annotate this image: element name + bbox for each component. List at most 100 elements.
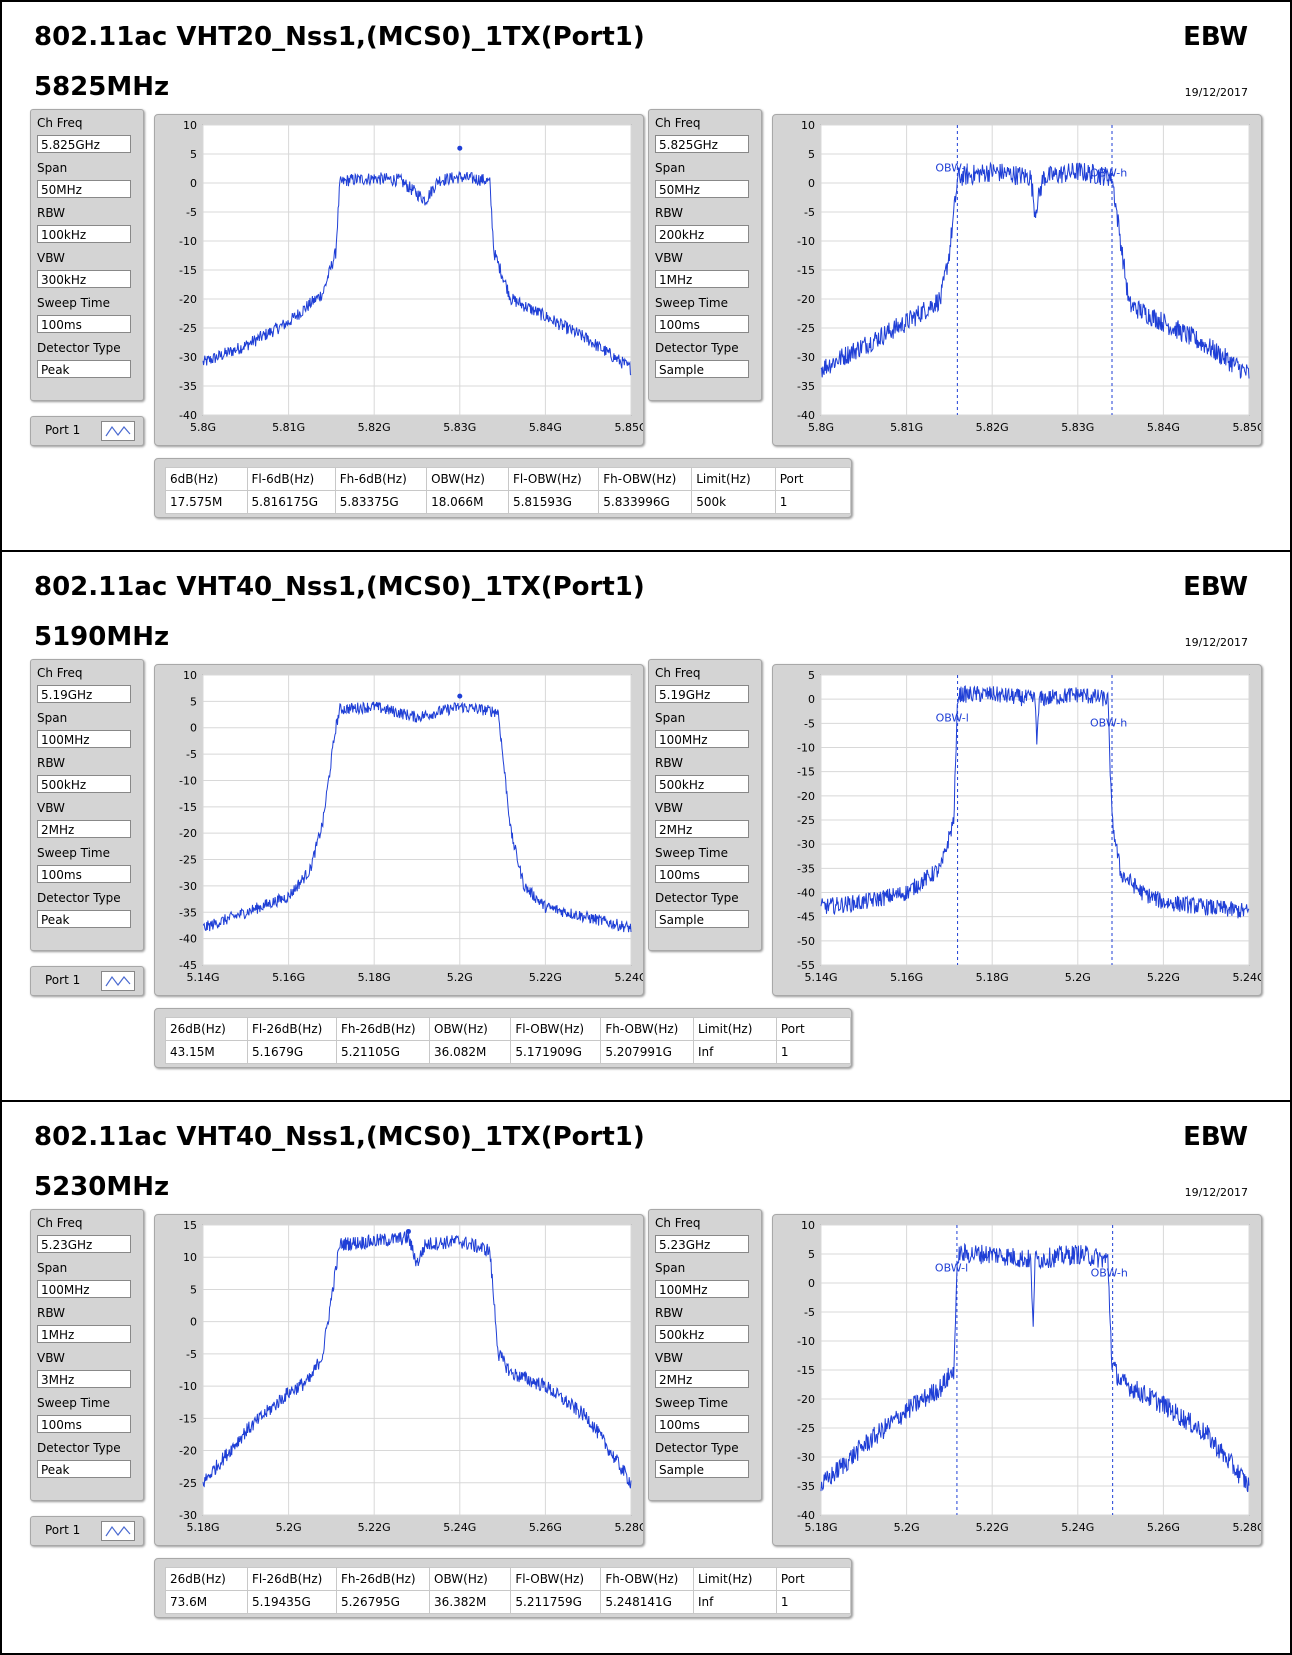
setting-value[interactable]: Sample: [655, 360, 749, 378]
table-cell: Limit(Hz): [692, 1017, 777, 1041]
setting-value[interactable]: 100ms: [655, 865, 749, 883]
setting-value[interactable]: 500kHz: [655, 775, 749, 793]
setting-value[interactable]: 2MHz: [655, 820, 749, 838]
table-cell: 43.15M: [165, 1040, 248, 1064]
setting-value[interactable]: 1MHz: [37, 1325, 131, 1343]
setting-value[interactable]: 100MHz: [37, 1280, 131, 1298]
setting-value[interactable]: 300kHz: [37, 270, 131, 288]
y-tick-label: -20: [797, 1393, 815, 1406]
spectrum-trace: [820, 685, 1250, 919]
setting-value[interactable]: Peak: [37, 1460, 131, 1478]
setting-label: VBW: [37, 251, 65, 265]
port-selector[interactable]: Port 1: [30, 966, 144, 996]
measurement-section: 802.11ac VHT40_Nss1,(MCS0)_1TX(Port1) 523…: [2, 1102, 1290, 1652]
obw-label: OBW-h: [1091, 1266, 1128, 1279]
setting-value[interactable]: 200kHz: [655, 225, 749, 243]
setting-value[interactable]: 5.825GHz: [37, 135, 131, 153]
setting-value[interactable]: 500kHz: [37, 775, 131, 793]
setting-value[interactable]: 100ms: [655, 1415, 749, 1433]
table-cell: 36.082M: [429, 1040, 512, 1064]
table-cell: 73.6M: [165, 1590, 248, 1614]
setting-value[interactable]: 1MHz: [655, 270, 749, 288]
x-tick-label: 5.22G: [529, 971, 562, 984]
x-tick-label: 5.8G: [808, 421, 834, 434]
setting-value[interactable]: 100MHz: [655, 730, 749, 748]
setting-value[interactable]: 100kHz: [37, 225, 131, 243]
plot-area: [202, 1224, 632, 1516]
spectrum-graph: 10 5 0 -5 -10 -15 -20 -25 -30 -35 -40 5.18G 5.2G 5.22…: [772, 1214, 1266, 1546]
setting-value[interactable]: 3MHz: [37, 1370, 131, 1388]
port-selector[interactable]: Port 1: [30, 416, 144, 446]
x-tick-label: 5.2G: [894, 1521, 920, 1534]
setting-value[interactable]: 500kHz: [655, 1325, 749, 1343]
table-cell: Fh-OBW(Hz): [598, 467, 693, 491]
settings-panel: Ch Freq 5.23GHz Span 100MHz RBW 500kHz VBW 2MHz…: [648, 1209, 762, 1501]
spectrum-trace: [202, 170, 632, 376]
section-title: 802.11ac VHT40_Nss1,(MCS0)_1TX(Port1): [34, 572, 645, 602]
y-tick-label: 0: [190, 177, 197, 190]
setting-value[interactable]: Peak: [37, 360, 131, 378]
setting-value[interactable]: 100MHz: [655, 1280, 749, 1298]
y-tick-label: -40: [179, 409, 197, 422]
spectrum-chart: 10 5 0 -5 -10 -15 -20 -25 -30 -35 -405.8G 5.81G 5.82…: [179, 119, 647, 434]
table-cell: 5.816175G: [246, 490, 336, 514]
y-tick-label: -5: [186, 748, 197, 761]
results-table-panel: 6dB(Hz) Fl-6dB(Hz) Fh-6dB(Hz) OBW(Hz) Fl-OBW…: [154, 458, 852, 518]
setting-value[interactable]: 2MHz: [655, 1370, 749, 1388]
x-tick-label: 5.22G: [1147, 971, 1180, 984]
setting-value[interactable]: 5.19GHz: [37, 685, 131, 703]
setting-value[interactable]: 5.23GHz: [37, 1235, 131, 1253]
setting-value[interactable]: 5.825GHz: [655, 135, 749, 153]
setting-label: Detector Type: [655, 891, 739, 905]
table-row: 17.575M 5.816175G 5.83375G 18.066M 5.81593G 5…: [165, 490, 852, 514]
spectrum-trace: [820, 161, 1250, 379]
setting-value[interactable]: 5.19GHz: [655, 685, 749, 703]
y-tick-label: -40: [797, 887, 815, 900]
table-cell: 5.207991G: [600, 1040, 694, 1064]
setting-value[interactable]: 100MHz: [37, 730, 131, 748]
setting-value[interactable]: 100ms: [37, 1415, 131, 1433]
y-tick-label: -20: [179, 293, 197, 306]
table-cell: OBW(Hz): [429, 1017, 512, 1041]
table-cell: Fl-OBW(Hz): [510, 1567, 602, 1591]
table-cell: Limit(Hz): [691, 467, 776, 491]
y-tick-label: -10: [179, 774, 197, 787]
port-selector[interactable]: Port 1: [30, 1516, 144, 1546]
setting-value[interactable]: 50MHz: [655, 180, 749, 198]
y-tick-label: 5: [190, 148, 197, 161]
setting-value[interactable]: Peak: [37, 910, 131, 928]
table-cell: 1: [775, 1590, 852, 1614]
x-tick-label: 5.81G: [272, 421, 305, 434]
setting-value[interactable]: 5.23GHz: [655, 1235, 749, 1253]
y-tick-label: -20: [179, 827, 197, 840]
setting-value[interactable]: 100ms: [655, 315, 749, 333]
waveform-icon[interactable]: [101, 421, 135, 441]
table-cell: Fl-6dB(Hz): [246, 467, 336, 491]
y-tick-label: 10: [183, 669, 197, 682]
channel-frequency: 5230MHz: [34, 1172, 170, 1202]
setting-value[interactable]: 100ms: [37, 865, 131, 883]
setting-value[interactable]: 100ms: [37, 315, 131, 333]
waveform-icon[interactable]: [101, 971, 135, 991]
setting-value[interactable]: 50MHz: [37, 180, 131, 198]
table-cell: 5.21105G: [335, 1040, 431, 1064]
setting-label: Span: [655, 161, 686, 175]
port-label: Port 1: [45, 1523, 81, 1537]
spectrum-graph: 10 5 0 -5 -10 -15 -20 -25 -30 -35 -40 5.8G 5.81G 5.82…: [772, 114, 1266, 446]
x-tick-label: 5.82G: [358, 421, 391, 434]
y-tick-label: -20: [797, 790, 815, 803]
measurement-section: 802.11ac VHT20_Nss1,(MCS0)_1TX(Port1) 582…: [2, 2, 1290, 552]
y-tick-label: -5: [186, 1348, 197, 1361]
setting-value[interactable]: Sample: [655, 910, 749, 928]
table-cell: Fh-OBW(Hz): [600, 1017, 694, 1041]
setting-value[interactable]: Sample: [655, 1460, 749, 1478]
setting-label: Ch Freq: [37, 1216, 83, 1230]
y-tick-label: -15: [179, 801, 197, 814]
waveform-icon[interactable]: [101, 1521, 135, 1541]
y-tick-label: -5: [804, 206, 815, 219]
table-cell: 26dB(Hz): [165, 1567, 248, 1591]
x-tick-label: 5.8G: [190, 421, 216, 434]
setting-value[interactable]: 2MHz: [37, 820, 131, 838]
results-table: 26dB(Hz) Fl-26dB(Hz) Fh-26dB(Hz) OBW(Hz) Fl-…: [165, 1567, 852, 1614]
